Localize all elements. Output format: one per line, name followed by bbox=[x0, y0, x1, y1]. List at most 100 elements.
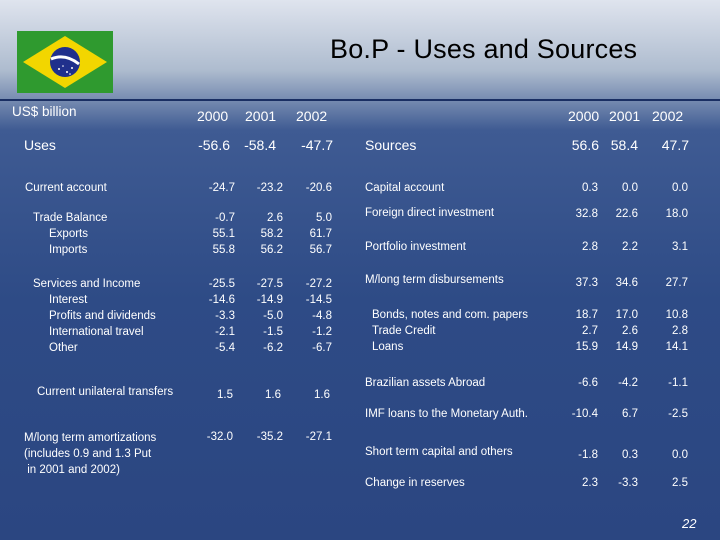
bonds-label: Bonds, notes and com. papers bbox=[372, 309, 528, 321]
disbursement-detail-labels: Bonds, notes and com. papers Trade Credi… bbox=[372, 307, 528, 355]
short-term-capital-label: Short term capital and others bbox=[365, 446, 513, 458]
travel-2001-value: -1.5 bbox=[263, 326, 283, 338]
brazil-flag-icon bbox=[17, 31, 113, 93]
other-2001-value: -6.2 bbox=[263, 342, 283, 354]
imf-loans-2002: -2.5 bbox=[668, 408, 688, 420]
portfolio-2001: 2.2 bbox=[622, 241, 638, 253]
fdi-label: Foreign direct investment bbox=[365, 207, 495, 219]
services-income-labels: Services and Income Interest Profits and… bbox=[33, 276, 156, 356]
services-2000-value: -25.5 bbox=[208, 278, 235, 290]
interest-2001-value: -14.9 bbox=[256, 294, 283, 306]
amortizations-2000: -32.0 bbox=[206, 431, 233, 443]
amortizations-label: M/long term amortizations (includes 0.9 … bbox=[24, 430, 156, 478]
sources-total-2000: 56.6 bbox=[571, 137, 599, 153]
trade-balance-2002-value: 5.0 bbox=[316, 212, 332, 224]
trade-balance-2000-value: -0.7 bbox=[215, 212, 235, 224]
amortizations-line-3: in 2001 and 2002) bbox=[24, 464, 120, 476]
imf-loans-label: IMF loans to the Monetary Auth. bbox=[365, 408, 528, 420]
loans-label: Loans bbox=[372, 341, 404, 353]
assets-abroad-2001: -4.2 bbox=[618, 377, 638, 389]
other-2000-value: -5.4 bbox=[215, 342, 235, 354]
interest-2000-value: -14.6 bbox=[208, 294, 235, 306]
sources-year-2002: 2002 bbox=[652, 108, 684, 124]
bonds-2000-value: 18.7 bbox=[575, 309, 598, 321]
page-number: 22 bbox=[682, 516, 697, 531]
uses-year-2002: 2002 bbox=[296, 108, 328, 124]
disbursements-2001: 34.6 bbox=[615, 277, 638, 289]
services-income-2001: -27.5 -14.9 -5.0 -1.5 -6.2 bbox=[245, 276, 283, 356]
trade-balance-2000: -0.7 55.1 55.8 bbox=[195, 210, 235, 258]
exports-2001-value: 58.2 bbox=[260, 228, 283, 240]
services-2002-value: -27.2 bbox=[305, 278, 332, 290]
header-divider bbox=[0, 99, 720, 101]
loans-2002-value: 14.1 bbox=[665, 341, 688, 353]
travel-2002-value: -1.2 bbox=[312, 326, 332, 338]
trade-balance-2001-value: 2.6 bbox=[267, 212, 283, 224]
unilateral-transfers-2001: 1.6 bbox=[265, 389, 281, 401]
uses-total-2001: -58.4 bbox=[244, 137, 276, 153]
imports-2001-value: 56.2 bbox=[260, 244, 283, 256]
current-account-2002: -20.6 bbox=[305, 182, 332, 194]
change-in-reserves-label: Change in reserves bbox=[365, 477, 465, 489]
assets-abroad-2002: -1.1 bbox=[668, 377, 688, 389]
sources-total-2002: 47.7 bbox=[661, 137, 689, 153]
portfolio-2002: 3.1 bbox=[672, 241, 688, 253]
imports-2000-value: 55.8 bbox=[212, 244, 235, 256]
sources-year-2000: 2000 bbox=[568, 108, 600, 124]
exports-2000-value: 55.1 bbox=[212, 228, 235, 240]
amortizations-2001: -35.2 bbox=[256, 431, 283, 443]
uses-year-2001: 2001 bbox=[245, 108, 277, 124]
trade-credit-2000-value: 2.7 bbox=[582, 325, 598, 337]
assets-abroad-label: Brazilian assets Abroad bbox=[365, 377, 486, 389]
profits-2000-value: -3.3 bbox=[215, 310, 235, 322]
bonds-2002-value: 10.8 bbox=[665, 309, 688, 321]
disbursements-2000: 37.3 bbox=[575, 277, 598, 289]
change-in-reserves-2001: -3.3 bbox=[618, 477, 638, 489]
unilateral-transfers-2002: 1.6 bbox=[314, 389, 330, 401]
portfolio-2000: 2.8 bbox=[582, 241, 598, 253]
short-term-capital-2000: -1.8 bbox=[578, 449, 598, 461]
services-income-2002: -27.2 -14.5 -4.8 -1.2 -6.7 bbox=[292, 276, 332, 356]
sources-year-2001: 2001 bbox=[609, 108, 641, 124]
trade-balance-labels: Trade Balance Exports Imports bbox=[33, 210, 107, 258]
bonds-2001-value: 17.0 bbox=[615, 309, 638, 321]
change-in-reserves-2000: 2.3 bbox=[582, 477, 598, 489]
profits-2001-value: -5.0 bbox=[263, 310, 283, 322]
services-income-2000: -25.5 -14.6 -3.3 -2.1 -5.4 bbox=[195, 276, 235, 356]
amortizations-2002: -27.1 bbox=[305, 431, 332, 443]
unilateral-transfers-label: Current unilateral transfers bbox=[37, 386, 174, 398]
flag-graphic bbox=[17, 31, 113, 93]
trade-balance-2002: 5.0 61.7 56.7 bbox=[292, 210, 332, 258]
imf-loans-2001: 6.7 bbox=[622, 408, 638, 420]
disbursement-detail-2001: 17.0 2.6 14.9 bbox=[608, 307, 638, 355]
capital-account-2000: 0.3 bbox=[582, 182, 598, 194]
amortizations-line-1: M/long term amortizations bbox=[24, 432, 157, 444]
current-account-label: Current account bbox=[25, 182, 107, 194]
disbursement-detail-2002: 10.8 2.8 14.1 bbox=[658, 307, 688, 355]
uses-label: Uses bbox=[24, 137, 56, 153]
unit-label: US$ billion bbox=[12, 104, 77, 119]
trade-credit-2001-value: 2.6 bbox=[622, 325, 638, 337]
profits-label: Profits and dividends bbox=[49, 310, 156, 322]
trade-credit-label: Trade Credit bbox=[372, 325, 436, 337]
services-income-label: Services and Income bbox=[33, 278, 141, 290]
imports-label: Imports bbox=[49, 244, 88, 256]
interest-2002-value: -14.5 bbox=[305, 294, 332, 306]
current-account-2001: -23.2 bbox=[256, 182, 283, 194]
other-label: Other bbox=[49, 342, 78, 354]
change-in-reserves-2002: 2.5 bbox=[672, 477, 688, 489]
disbursements-2002: 27.7 bbox=[665, 277, 688, 289]
other-2002-value: -6.7 bbox=[312, 342, 332, 354]
interest-label: Interest bbox=[49, 294, 88, 306]
disbursements-label: M/long term disbursements bbox=[365, 274, 504, 286]
short-term-capital-2001: 0.3 bbox=[622, 449, 638, 461]
trade-balance-2001: 2.6 58.2 56.2 bbox=[245, 210, 283, 258]
sources-total-2001: 58.4 bbox=[610, 137, 638, 153]
trade-credit-2002-value: 2.8 bbox=[672, 325, 688, 337]
current-account-2000: -24.7 bbox=[208, 182, 235, 194]
fdi-2002: 18.0 bbox=[665, 208, 688, 220]
uses-year-2000: 2000 bbox=[197, 108, 229, 124]
capital-account-label: Capital account bbox=[365, 182, 445, 194]
page-title: Bo.P - Uses and Sources bbox=[330, 34, 638, 64]
